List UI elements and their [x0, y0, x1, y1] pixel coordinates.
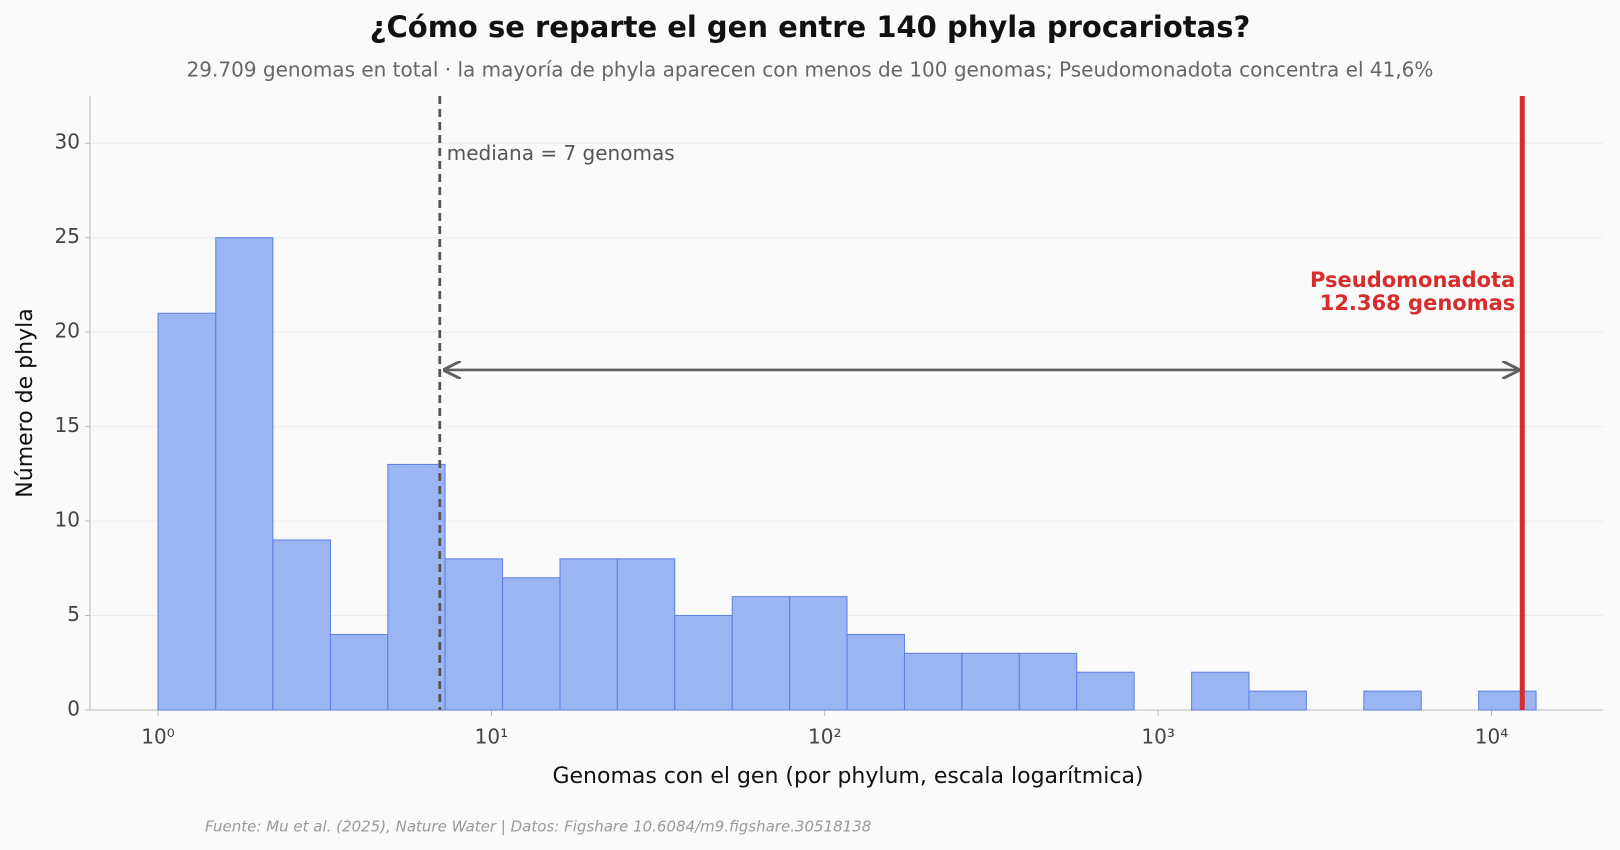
bar — [157, 312, 217, 711]
bar — [329, 633, 389, 711]
bar — [1018, 652, 1078, 711]
bar — [789, 596, 848, 711]
highlight-label: 12.368 genomas — [1320, 291, 1516, 315]
bar — [387, 463, 446, 711]
y-tick-label: 0 — [67, 697, 80, 721]
y-tick-label: 15 — [55, 413, 80, 437]
bar — [616, 558, 676, 711]
bar — [559, 558, 618, 711]
bar — [444, 558, 504, 711]
chart-title: ¿Cómo se reparte el gen entre 140 phyla … — [370, 10, 1251, 44]
y-tick-label: 5 — [67, 602, 80, 626]
bar — [731, 596, 791, 711]
chart-subtitle: 29.709 genomas en total · la mayoría de … — [187, 58, 1434, 82]
bar — [846, 633, 905, 711]
bar — [961, 652, 1020, 711]
bar — [674, 615, 733, 711]
y-axis-label: Número de phyla — [13, 308, 38, 497]
x-tick-label: 10² — [808, 725, 841, 749]
y-tick-label: 25 — [55, 224, 80, 248]
x-tick-label: 10³ — [1141, 725, 1174, 749]
x-axis-label: Genomas con el gen (por phylum, escala l… — [552, 764, 1143, 789]
bar — [1363, 690, 1422, 711]
y-tick-label: 30 — [55, 130, 80, 154]
median-label: mediana = 7 genomas — [447, 141, 675, 165]
bar — [215, 237, 274, 711]
highlight-label: Pseudomonadota — [1310, 268, 1515, 292]
bar — [1191, 671, 1250, 711]
y-tick-label: 20 — [55, 319, 80, 343]
bar — [272, 539, 331, 711]
bar — [903, 652, 963, 711]
x-tick-label: 10⁰ — [141, 725, 174, 749]
bar — [1478, 690, 1537, 711]
bar — [502, 577, 561, 711]
bar — [1248, 690, 1307, 711]
x-tick-label: 10¹ — [475, 725, 508, 749]
source-note: Fuente: Mu et al. (2025), Nature Water |… — [205, 818, 871, 836]
bar — [1076, 671, 1135, 711]
x-tick-label: 10⁴ — [1475, 725, 1508, 749]
y-tick-label: 10 — [55, 508, 80, 532]
